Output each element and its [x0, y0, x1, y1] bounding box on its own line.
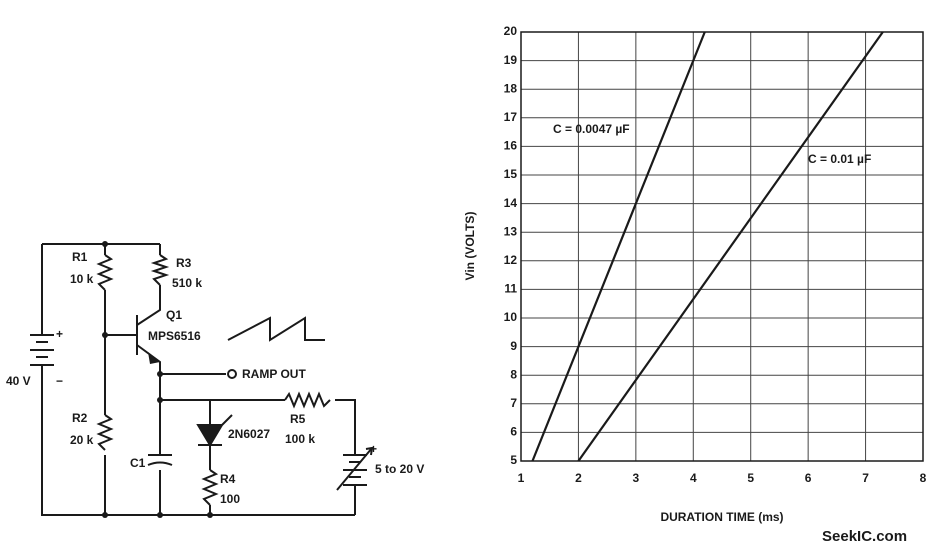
series-line [531, 31, 706, 462]
y-tick-label: 8 [510, 367, 517, 381]
y-tick-label: 12 [504, 253, 518, 267]
node [102, 512, 108, 518]
y-tick-label: 9 [510, 339, 517, 353]
x-tick-label: 2 [575, 471, 582, 485]
y-tick-label: 13 [504, 224, 518, 238]
emitter-arrow [148, 352, 160, 364]
label: Q1 [166, 308, 182, 322]
watermark: SeekIC.com [822, 528, 907, 545]
battery [30, 334, 54, 366]
x-axis-title: DURATION TIME (ms) [660, 510, 783, 524]
schematic: R1 10 k R3 510 k Q1 MPS6516 RAMP OUT R2 … [6, 241, 424, 518]
x-tick-label: 3 [633, 471, 640, 485]
label: 100 k [285, 432, 315, 446]
label: RAMP OUT [242, 367, 306, 381]
label: MPS6516 [148, 329, 201, 343]
node [157, 397, 163, 403]
y-tick-label: 15 [504, 167, 518, 181]
y-axis-title: Vin (VOLTS) [463, 212, 477, 281]
supply [336, 446, 374, 491]
y-tick-label: 5 [510, 453, 517, 467]
label: 510 k [172, 276, 202, 290]
label: − [56, 374, 63, 388]
y-tick-label: 18 [504, 81, 518, 95]
sawtooth [227, 316, 325, 342]
resistors [96, 254, 331, 506]
label: 2N6027 [228, 427, 270, 441]
series-label: C = 0.0047 µF [553, 122, 630, 136]
node [157, 371, 163, 377]
y-tick-label: 10 [504, 310, 518, 324]
label: R3 [176, 256, 192, 270]
y-tick-label: 17 [504, 110, 518, 124]
y-tick-label: 7 [510, 396, 517, 410]
capacitor [147, 454, 173, 466]
y-tick-label: 6 [510, 425, 517, 439]
node [157, 512, 163, 518]
x-tick-label: 4 [690, 471, 697, 485]
label: R4 [220, 472, 236, 486]
x-tick-label: 7 [862, 471, 869, 485]
series-line [577, 31, 884, 462]
x-tick-label: 5 [747, 471, 754, 485]
label: + [56, 327, 63, 341]
label: R1 [72, 250, 88, 264]
node [207, 512, 213, 518]
y-tick-label: 14 [504, 196, 518, 210]
y-tick-label: 16 [504, 139, 518, 153]
label: 20 k [70, 433, 94, 447]
y-tick-label: 11 [504, 282, 517, 296]
label: 10 k [70, 272, 94, 286]
label: + [370, 442, 377, 456]
y-tick-label: 19 [504, 53, 518, 67]
node [102, 241, 108, 247]
x-tick-label: 1 [518, 471, 525, 485]
label: R2 [72, 411, 88, 425]
label: C1 [130, 456, 146, 470]
terminal [227, 369, 237, 379]
plot-frame [520, 31, 924, 462]
put-diode [196, 414, 233, 447]
series-label: C = 0.01 µF [808, 152, 871, 166]
node [102, 332, 108, 338]
label: 40 V [6, 374, 31, 388]
x-tick-label: 6 [805, 471, 812, 485]
x-tick-label: 8 [920, 471, 927, 485]
y-tick-label: 20 [504, 24, 518, 38]
label: R5 [290, 412, 306, 426]
label: 100 [220, 492, 240, 506]
label: 5 to 20 V [375, 462, 424, 476]
